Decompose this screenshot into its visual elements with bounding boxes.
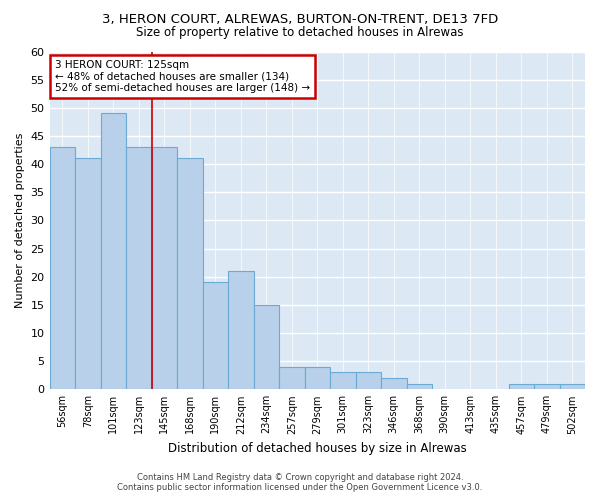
Bar bbox=[407, 384, 432, 390]
X-axis label: Distribution of detached houses by size in Alrewas: Distribution of detached houses by size … bbox=[168, 442, 467, 455]
Bar bbox=[101, 114, 126, 390]
Bar bbox=[152, 147, 177, 390]
Bar bbox=[50, 147, 75, 390]
Bar bbox=[305, 367, 330, 390]
Bar bbox=[228, 271, 254, 390]
Text: Contains HM Land Registry data © Crown copyright and database right 2024.
Contai: Contains HM Land Registry data © Crown c… bbox=[118, 473, 482, 492]
Bar bbox=[126, 147, 152, 390]
Text: 3 HERON COURT: 125sqm
← 48% of detached houses are smaller (134)
52% of semi-det: 3 HERON COURT: 125sqm ← 48% of detached … bbox=[55, 60, 310, 93]
Bar bbox=[381, 378, 407, 390]
Bar bbox=[560, 384, 585, 390]
Bar bbox=[203, 282, 228, 390]
Bar bbox=[330, 372, 356, 390]
Y-axis label: Number of detached properties: Number of detached properties bbox=[15, 132, 25, 308]
Text: 3, HERON COURT, ALREWAS, BURTON-ON-TRENT, DE13 7FD: 3, HERON COURT, ALREWAS, BURTON-ON-TRENT… bbox=[102, 12, 498, 26]
Bar bbox=[509, 384, 534, 390]
Bar bbox=[254, 305, 279, 390]
Bar bbox=[75, 158, 101, 390]
Bar bbox=[279, 367, 305, 390]
Bar bbox=[356, 372, 381, 390]
Bar bbox=[177, 158, 203, 390]
Text: Size of property relative to detached houses in Alrewas: Size of property relative to detached ho… bbox=[136, 26, 464, 39]
Bar bbox=[534, 384, 560, 390]
